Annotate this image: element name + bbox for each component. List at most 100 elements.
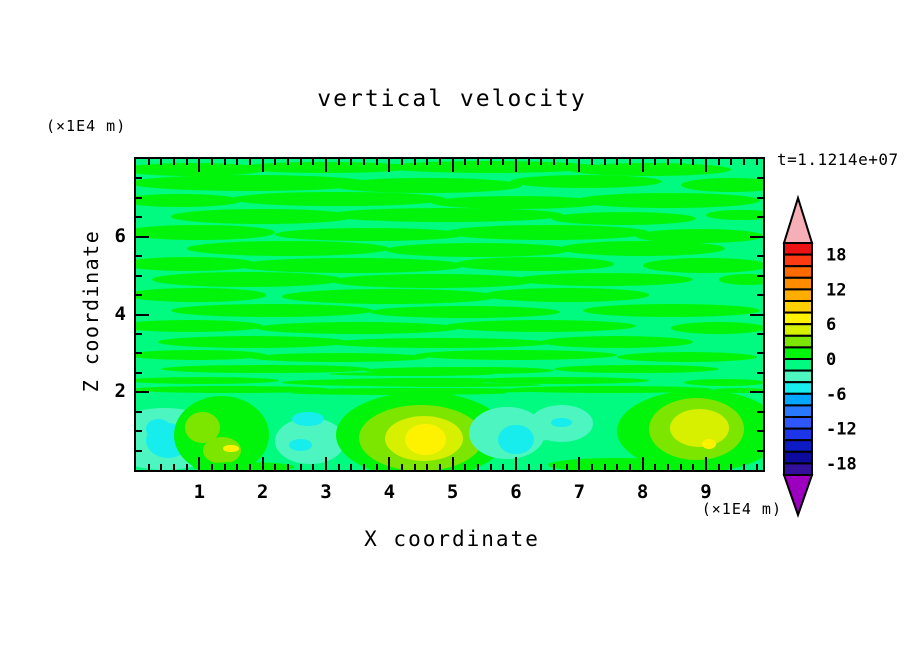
colorbar-cell <box>783 462 813 476</box>
contour-streak <box>136 175 371 191</box>
axis-tick <box>540 464 543 470</box>
colorbar-cell <box>783 276 813 291</box>
contour-streak <box>446 320 637 332</box>
axis-tick <box>464 464 467 470</box>
x-tick-label: 5 <box>446 481 459 503</box>
x-tick-label: 6 <box>510 481 522 503</box>
contour-streak <box>550 211 697 226</box>
axis-tick <box>312 464 315 470</box>
contour-streak <box>680 178 763 193</box>
contour-streak <box>335 377 526 382</box>
axis-tick <box>591 159 593 165</box>
contour-streak <box>294 387 548 394</box>
contour-streak <box>386 243 570 257</box>
contour-streak <box>484 288 649 302</box>
axis-tick <box>337 159 340 165</box>
axis-tick <box>489 464 492 470</box>
axis-tick <box>136 255 142 258</box>
axis-tick <box>730 464 733 470</box>
colorbar-cell <box>783 288 813 303</box>
contour-streak <box>329 208 564 222</box>
colorbar-cell <box>783 427 813 442</box>
axis-tick <box>757 332 763 335</box>
axis-tick <box>757 449 763 452</box>
contour-streak <box>332 178 523 193</box>
axis-tick <box>325 159 327 172</box>
colorbar-tick-label: 12 <box>826 280 846 300</box>
axis-tick <box>363 464 365 470</box>
axis-tick <box>679 464 682 470</box>
axis-tick <box>136 371 142 374</box>
axis-tick <box>757 371 763 374</box>
axis-tick <box>439 464 441 470</box>
colorbar-cell <box>783 323 813 337</box>
contour-streak <box>329 338 551 349</box>
y-tick-label: 6 <box>114 224 126 247</box>
contour-streak <box>718 274 763 285</box>
axis-tick <box>717 159 720 165</box>
axis-tick <box>312 159 315 165</box>
contour-streak <box>582 304 760 318</box>
colorbar-tick-label: 0 <box>826 350 836 370</box>
axis-tick <box>565 464 568 470</box>
axis-tick <box>540 159 543 165</box>
axis-tick <box>147 159 150 165</box>
x-tick-label: 4 <box>383 481 396 503</box>
contour-feature <box>498 424 534 455</box>
axis-tick <box>502 159 505 165</box>
contour-streak <box>617 352 757 363</box>
contour-feature <box>669 408 730 448</box>
contour-streak <box>642 258 763 273</box>
axis-tick <box>363 159 365 165</box>
colorbar-cell <box>783 392 813 407</box>
axis-tick <box>136 430 142 433</box>
axis-tick <box>654 464 657 470</box>
axis-tick <box>553 159 555 165</box>
contour-streak <box>136 225 276 241</box>
axis-tick <box>565 159 568 165</box>
axis-tick <box>692 159 695 165</box>
x-tick-label: 7 <box>573 481 586 503</box>
colorbar-cell <box>783 242 813 256</box>
colorbar-cell <box>783 381 813 395</box>
axis-tick <box>136 294 142 297</box>
colorbar-cell <box>783 450 813 465</box>
axis-tick <box>160 159 163 165</box>
x-axis-unit-label: (×1E4 m) <box>701 500 782 518</box>
axis-tick <box>477 159 479 165</box>
axis-tick <box>743 159 745 165</box>
axis-tick <box>426 464 429 470</box>
colorbar-cell <box>783 265 813 279</box>
axis-tick <box>173 464 175 470</box>
colorbar: 18 12 6 0 -6 -12 -18 <box>782 194 857 519</box>
contour-streak <box>136 193 241 208</box>
x-tick-label: 3 <box>320 481 332 503</box>
axis-tick <box>527 464 530 470</box>
contour-streak <box>446 225 649 241</box>
axis-tick <box>136 449 142 452</box>
axis-tick <box>160 464 163 470</box>
axis-tick <box>136 352 142 355</box>
axis-tick <box>388 159 391 172</box>
axis-tick <box>616 464 619 470</box>
plot-frame <box>134 157 765 472</box>
contour-streak <box>471 377 649 385</box>
colorbar-tick-label: -18 <box>826 454 857 474</box>
colorbar-tick-label: 6 <box>826 315 836 335</box>
contour-streak <box>136 257 257 271</box>
colorbar-cell <box>783 311 813 326</box>
axis-tick <box>136 177 142 180</box>
colorbar-tick-label: -12 <box>826 420 857 440</box>
axis-tick <box>629 159 631 165</box>
axis-tick <box>757 177 763 180</box>
y-axis-unit-label: (×1E4 m) <box>46 117 127 135</box>
axis-tick <box>223 464 226 470</box>
axis-tick <box>667 464 669 470</box>
contour-feature <box>193 462 295 470</box>
axis-tick <box>692 464 695 470</box>
axis-tick <box>136 235 149 238</box>
axis-tick <box>136 274 142 277</box>
contour-streak <box>231 191 447 207</box>
axis-tick <box>325 457 327 470</box>
